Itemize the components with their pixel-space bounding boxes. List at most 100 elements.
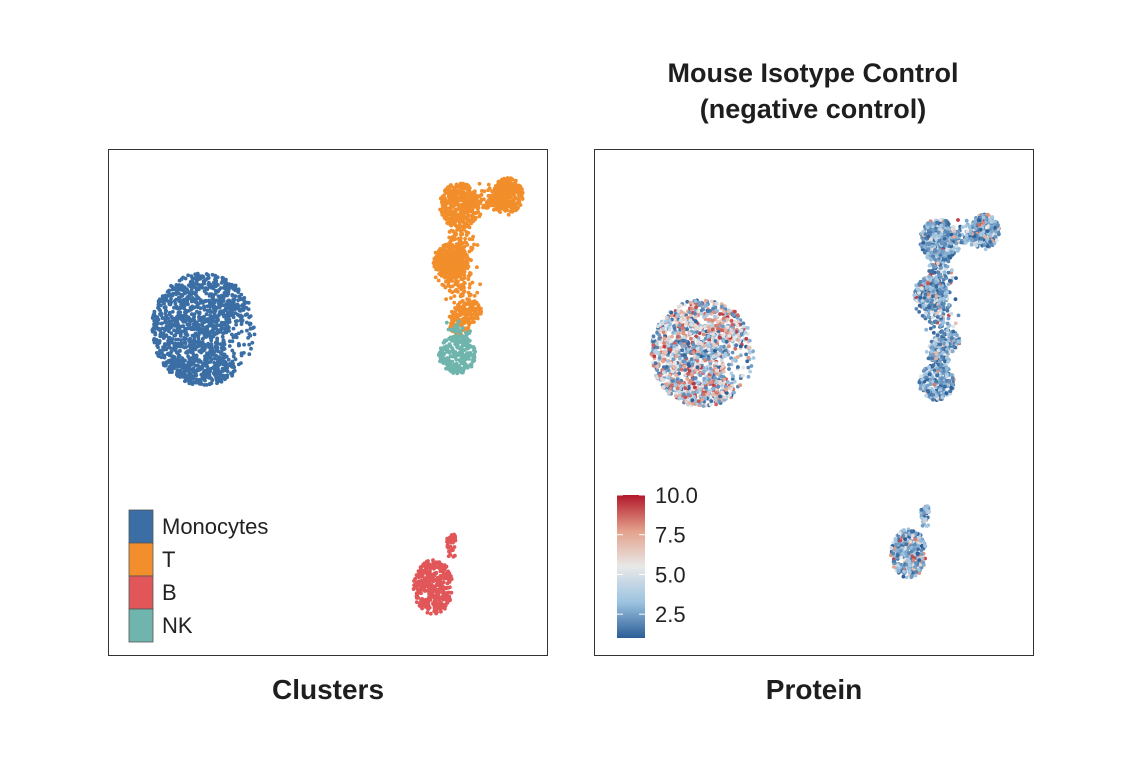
protein-point-monocytes: [686, 392, 691, 397]
cell-point-t: [454, 247, 459, 252]
protein-point-monocytes: [683, 355, 688, 360]
cell-point-monocytes: [187, 323, 192, 327]
cell-point-t: [472, 299, 477, 303]
protein-point-monocytes: [720, 390, 725, 395]
cell-point-nk: [465, 351, 470, 356]
protein-point-monocytes: [682, 335, 686, 339]
cell-point-b: [443, 606, 447, 611]
cell-point-monocytes: [213, 288, 218, 293]
cell-point-t: [472, 320, 476, 324]
cell-point-t: [466, 312, 471, 317]
cell-point-monocytes: [202, 371, 207, 375]
cell-point-b: [422, 570, 426, 575]
cell-point-t: [465, 326, 470, 331]
cell-point-t: [454, 307, 459, 312]
protein-point-monocytes: [668, 386, 673, 391]
cell-point-b: [422, 589, 427, 593]
cell-point-b: [450, 547, 454, 551]
cell-point-monocytes: [209, 343, 214, 348]
protein-point-monocytes: [741, 373, 745, 378]
cell-point-monocytes: [248, 321, 253, 326]
cell-point-monocytes: [207, 369, 212, 374]
cell-point-monocytes: [184, 364, 188, 368]
cell-point-b: [439, 609, 443, 614]
cell-point-nk: [444, 366, 448, 371]
protein-point-monocytes: [751, 356, 756, 360]
cell-point-t: [448, 289, 452, 293]
cell-point-monocytes: [215, 369, 219, 373]
cell-point-monocytes: [167, 345, 171, 350]
cell-point-t: [449, 296, 453, 300]
cell-point-monocytes: [169, 296, 173, 301]
cell-point-t: [462, 227, 466, 232]
protein-point-monocytes: [739, 332, 744, 336]
cell-point-monocytes: [200, 323, 205, 328]
cell-point-monocytes: [169, 338, 174, 343]
cell-point-monocytes: [212, 284, 217, 288]
protein-point-monocytes: [686, 341, 690, 346]
cell-point-monocytes: [244, 305, 249, 310]
cell-point-monocytes: [186, 302, 190, 307]
protein-point-monocytes: [730, 377, 735, 381]
cell-point-b: [438, 569, 443, 574]
protein-point-monocytes: [665, 382, 669, 387]
cell-point-monocytes: [186, 354, 190, 359]
cell-point-t: [467, 293, 472, 298]
cell-point-monocytes: [215, 275, 220, 280]
cell-point-monocytes: [165, 294, 169, 298]
protein-point-monocytes: [715, 319, 720, 324]
cell-point-t: [464, 194, 468, 199]
protein-point-monocytes: [701, 332, 706, 337]
cell-point-monocytes: [189, 356, 194, 361]
protein-point-monocytes: [666, 376, 671, 380]
cell-point-t: [486, 188, 490, 193]
cell-point-monocytes: [161, 336, 166, 340]
cell-point-monocytes: [201, 362, 205, 366]
cell-point-monocytes: [203, 354, 207, 359]
cell-point-t: [438, 263, 442, 268]
protein-point-monocytes: [670, 334, 674, 339]
cell-point-monocytes: [170, 284, 174, 289]
protein-point-monocytes: [704, 298, 708, 303]
cell-point-monocytes: [171, 346, 176, 351]
protein-point-monocytes: [746, 355, 751, 360]
cell-point-t: [477, 214, 482, 219]
cell-point-t: [451, 219, 456, 224]
protein-point-monocytes: [696, 350, 700, 354]
chart-title-line1: Mouse Isotype Control: [667, 58, 959, 88]
cell-point-monocytes: [211, 297, 216, 302]
cell-point-monocytes: [171, 356, 176, 361]
cell-point-monocytes: [172, 323, 177, 328]
protein-point-monocytes: [710, 323, 715, 328]
protein-point-monocytes: [699, 347, 704, 352]
cell-point-monocytes: [200, 285, 205, 290]
cell-point-t: [490, 189, 494, 194]
cell-point-b: [428, 575, 433, 579]
protein-point-monocytes: [686, 362, 691, 367]
cell-point-t: [454, 207, 459, 212]
protein-point-monocytes: [672, 326, 677, 331]
cell-point-t: [496, 191, 501, 195]
protein-point-monocytes: [706, 334, 711, 339]
cell-point-monocytes: [170, 361, 175, 365]
cell-point-b: [431, 578, 435, 583]
cell-point-monocytes: [214, 314, 219, 319]
cell-point-t: [457, 272, 462, 277]
protein-point-monocytes: [725, 380, 730, 384]
cell-point-b: [432, 598, 437, 603]
cell-point-monocytes: [195, 309, 199, 314]
cell-point-monocytes: [159, 321, 164, 326]
protein-point-monocytes: [691, 390, 695, 395]
cell-point-t: [446, 199, 451, 204]
protein-point-monocytes: [721, 321, 725, 325]
protein-point-monocytes: [673, 361, 677, 365]
protein-point-monocytes: [693, 323, 697, 327]
protein-point-monocytes: [730, 322, 735, 327]
cell-point-monocytes: [204, 335, 208, 339]
protein-point-monocytes: [669, 313, 674, 318]
protein-point-monocytes: [730, 311, 735, 316]
cell-point-b: [452, 532, 456, 537]
cell-point-monocytes: [162, 301, 166, 306]
protein-point-monocytes: [696, 380, 701, 385]
